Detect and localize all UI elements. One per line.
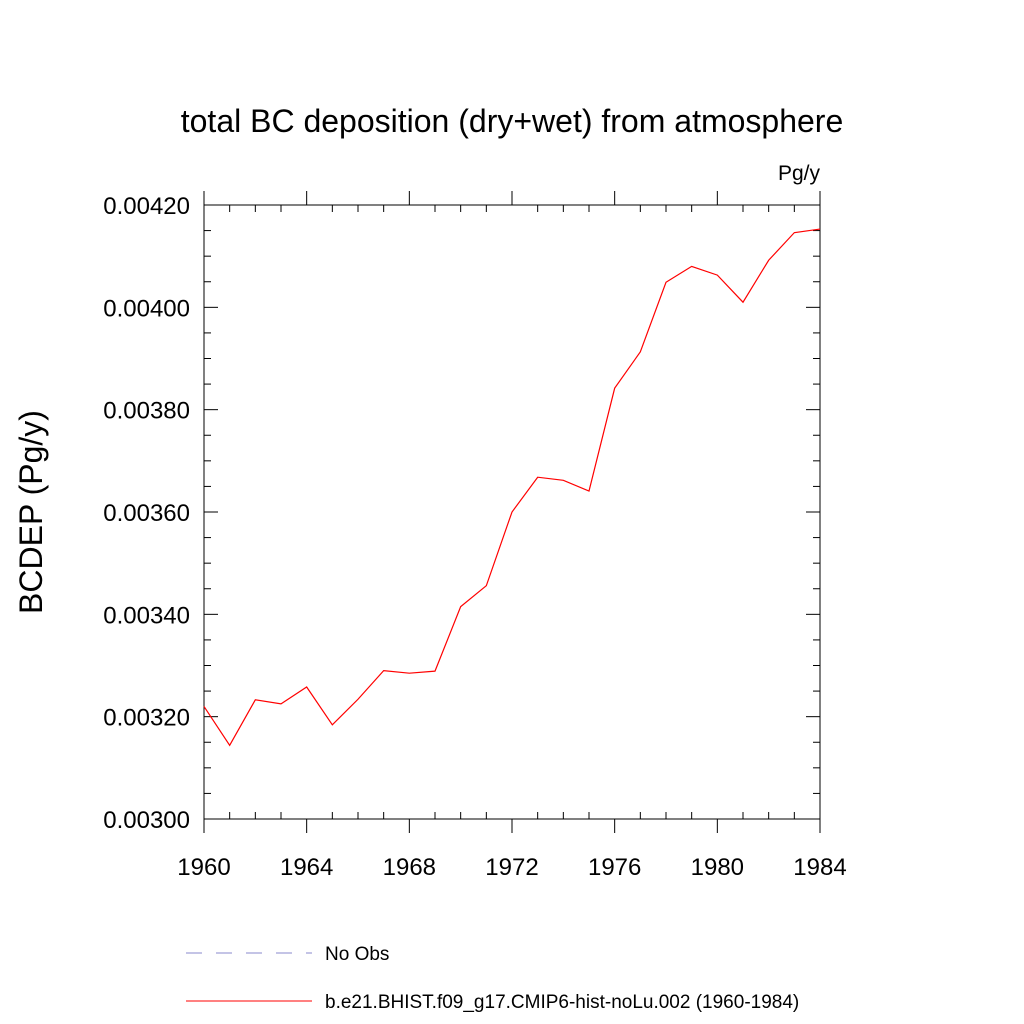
y-tick-label: 0.00360	[103, 500, 190, 527]
units-label: Pg/y	[778, 162, 821, 185]
y-tick-label: 0.00400	[103, 295, 190, 322]
data-series	[203, 228, 821, 747]
y-tick-label: 0.00300	[103, 807, 190, 834]
y-tick-label: 0.00420	[103, 193, 190, 220]
y-tick-label: 0.00380	[103, 398, 190, 425]
legend: No Obs b.e21.BHIST.f09_g17.CMIP6-hist-noL…	[186, 944, 799, 1013]
x-tick-label: 1964	[280, 854, 333, 881]
axes: 0.00300 0.00320 0.00340 0.00360 0.00380 0.004…	[103, 191, 847, 881]
x-tick-label: 1968	[383, 854, 436, 881]
legend-label: b.e21.BHIST.f09_g17.CMIP6-hist-noLu.002 …	[325, 992, 799, 1013]
x-tick-label: 1984	[793, 854, 846, 881]
x-tick-label: 1960	[177, 854, 230, 881]
series-line	[203, 228, 821, 747]
legend-label: No Obs	[325, 944, 389, 965]
y-tick-label: 0.00320	[103, 705, 190, 732]
x-tick-label: 1980	[691, 854, 744, 881]
chart-title: total BC deposition (dry+wet) from atmos…	[181, 103, 844, 139]
x-tick-label: 1976	[588, 854, 641, 881]
x-tick-label: 1972	[485, 854, 538, 881]
y-tick-label: 0.00340	[103, 602, 190, 629]
y-axis-label: BCDEP (Pg/y)	[13, 410, 49, 614]
